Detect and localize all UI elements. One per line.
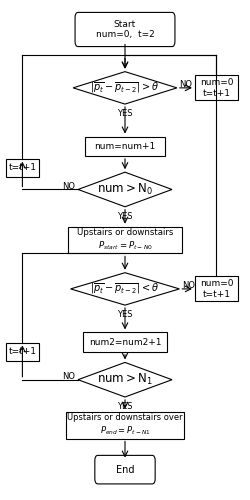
Text: Upstairs or downstairs
$P_{start}$$=$$P_{t-N0}$: Upstairs or downstairs $P_{start}$$=$$P_… — [77, 228, 173, 252]
Text: YES: YES — [117, 110, 133, 118]
Text: num=0
t=t+1: num=0 t=t+1 — [200, 78, 233, 98]
Polygon shape — [78, 172, 172, 207]
Bar — [195, 276, 238, 301]
Text: t=t+1: t=t+1 — [8, 164, 36, 172]
Text: End: End — [116, 464, 134, 474]
Text: NO: NO — [182, 281, 195, 290]
FancyBboxPatch shape — [95, 456, 155, 484]
Text: Upstairs or downstairs over
$P_{end}$$=$$P_{t-N1}$: Upstairs or downstairs over $P_{end}$$=$… — [67, 414, 183, 437]
Text: num2=num2+1: num2=num2+1 — [89, 338, 161, 346]
Text: num=0
t=t+1: num=0 t=t+1 — [200, 279, 233, 298]
Text: Start
num=0,  t=2: Start num=0, t=2 — [96, 20, 154, 39]
Bar — [83, 332, 167, 352]
Bar — [6, 159, 39, 177]
FancyBboxPatch shape — [75, 12, 175, 46]
Polygon shape — [70, 272, 180, 305]
Polygon shape — [78, 362, 172, 397]
Bar — [86, 136, 164, 156]
Text: num=num+1: num=num+1 — [94, 142, 156, 150]
Text: YES: YES — [117, 310, 133, 320]
Text: $|\overline{p_t} - \overline{p_{t-2}}| > \theta$: $|\overline{p_t} - \overline{p_{t-2}}| >… — [90, 80, 160, 95]
Text: t=t+1: t=t+1 — [8, 347, 36, 356]
Text: YES: YES — [117, 212, 133, 221]
Text: num$>$N$_0$: num$>$N$_0$ — [97, 182, 153, 197]
Text: YES: YES — [117, 402, 133, 411]
Bar — [6, 342, 39, 360]
Bar — [68, 226, 182, 254]
Text: NO: NO — [180, 80, 192, 89]
Bar — [66, 412, 184, 438]
Bar — [195, 76, 238, 100]
Text: NO: NO — [62, 182, 76, 190]
Text: num$>$N$_1$: num$>$N$_1$ — [97, 372, 153, 388]
Text: $|\overline{p_t} - \overline{p_{t-2}}| < \theta$: $|\overline{p_t} - \overline{p_{t-2}}| <… — [90, 282, 160, 296]
Text: NO: NO — [62, 372, 76, 381]
Polygon shape — [73, 72, 177, 104]
